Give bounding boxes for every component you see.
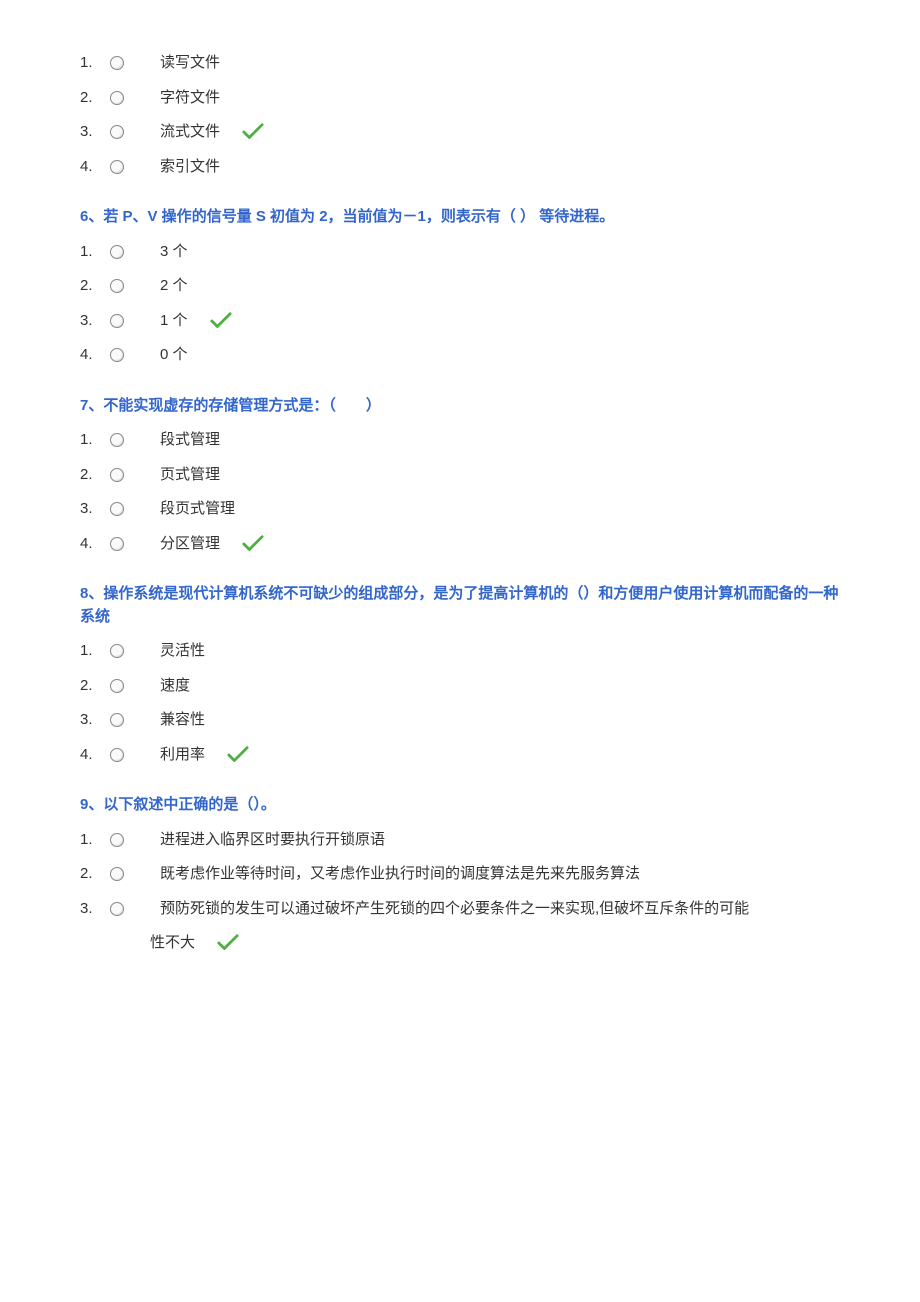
- option-row: 1. 灵活性: [80, 640, 840, 663]
- option-number: 1.: [80, 52, 104, 75]
- option-number: 1.: [80, 640, 104, 663]
- option-number: 3.: [80, 709, 104, 732]
- option-label: 预防死锁的发生可以通过破坏产生死锁的四个必要条件之一来实现,但破坏互斥条件的可能: [160, 898, 749, 921]
- radio-button[interactable]: [110, 125, 124, 139]
- option-label: 既考虑作业等待时间，又考虑作业执行时间的调度算法是先来先服务算法: [160, 863, 640, 886]
- option-number: 3.: [80, 310, 104, 333]
- radio-button[interactable]: [110, 679, 124, 693]
- option-row: 3. 预防死锁的发生可以通过破坏产生死锁的四个必要条件之一来实现,但破坏互斥条件的…: [80, 898, 840, 921]
- check-icon: [227, 744, 249, 767]
- option-number: 3.: [80, 121, 104, 144]
- option-row: 2. 速度: [80, 675, 840, 698]
- radio-button[interactable]: [110, 748, 124, 762]
- option-row: 3. 1 个: [80, 310, 840, 333]
- option-row: 4. 索引文件: [80, 156, 840, 179]
- option-row: 4. 利用率: [80, 744, 840, 767]
- radio-button[interactable]: [110, 91, 124, 105]
- radio-button[interactable]: [110, 245, 124, 259]
- radio-button[interactable]: [110, 56, 124, 70]
- option-number: 4.: [80, 744, 104, 767]
- option-row: 2. 既考虑作业等待时间，又考虑作业执行时间的调度算法是先来先服务算法: [80, 863, 840, 886]
- option-number: 2.: [80, 87, 104, 110]
- option-row: 3. 兼容性: [80, 709, 840, 732]
- radio-button[interactable]: [110, 502, 124, 516]
- option-row: 4. 分区管理: [80, 533, 840, 556]
- option-row: 1. 读写文件: [80, 52, 840, 75]
- option-number: 2.: [80, 863, 104, 886]
- radio-button[interactable]: [110, 468, 124, 482]
- radio-button[interactable]: [110, 644, 124, 658]
- option-row: 3. 流式文件: [80, 121, 840, 144]
- option-label-continuation: 性不大: [150, 932, 840, 955]
- radio-button[interactable]: [110, 160, 124, 174]
- option-label: 页式管理: [160, 464, 220, 487]
- option-row: 1. 3 个: [80, 241, 840, 264]
- option-row: 4. 0 个: [80, 344, 840, 367]
- option-row: 2. 字符文件: [80, 87, 840, 110]
- option-label: 段式管理: [160, 429, 220, 452]
- option-label: 兼容性: [160, 709, 205, 732]
- check-icon: [242, 121, 264, 144]
- question-title: 6、若 P、V 操作的信号量 S 初值为 2，当前值为－1，则表示有（ ） 等待…: [80, 206, 840, 229]
- option-row: 2. 2 个: [80, 275, 840, 298]
- radio-button[interactable]: [110, 867, 124, 881]
- option-number: 4.: [80, 344, 104, 367]
- option-number: 2.: [80, 275, 104, 298]
- check-icon: [242, 533, 264, 556]
- option-label: 字符文件: [160, 87, 220, 110]
- option-number: 3.: [80, 898, 104, 921]
- option-row: 1. 进程进入临界区时要执行开锁原语: [80, 829, 840, 852]
- option-number: 4.: [80, 533, 104, 556]
- option-label: 段页式管理: [160, 498, 235, 521]
- option-label: 流式文件: [160, 121, 220, 144]
- option-label: 3 个: [160, 241, 188, 264]
- radio-button[interactable]: [110, 433, 124, 447]
- option-label: 灵活性: [160, 640, 205, 663]
- option-number: 4.: [80, 156, 104, 179]
- option-label: 1 个: [160, 310, 188, 333]
- option-label: 读写文件: [160, 52, 220, 75]
- option-number: 1.: [80, 241, 104, 264]
- option-label-cont-text: 性不大: [150, 932, 195, 955]
- option-row: 2. 页式管理: [80, 464, 840, 487]
- option-number: 2.: [80, 675, 104, 698]
- question-title: 9、以下叙述中正确的是（）。: [80, 794, 840, 817]
- option-row: 3. 段页式管理: [80, 498, 840, 521]
- radio-button[interactable]: [110, 902, 124, 916]
- option-number: 1.: [80, 429, 104, 452]
- question-title: 8、操作系统是现代计算机系统不可缺少的组成部分，是为了提高计算机的（）和方便用户…: [80, 583, 840, 628]
- option-label: 索引文件: [160, 156, 220, 179]
- option-number: 2.: [80, 464, 104, 487]
- radio-button[interactable]: [110, 279, 124, 293]
- check-icon: [217, 932, 239, 955]
- option-label: 进程进入临界区时要执行开锁原语: [160, 829, 385, 852]
- option-number: 3.: [80, 498, 104, 521]
- radio-button[interactable]: [110, 713, 124, 727]
- option-label: 分区管理: [160, 533, 220, 556]
- option-label: 2 个: [160, 275, 188, 298]
- option-label: 速度: [160, 675, 190, 698]
- option-row: 1. 段式管理: [80, 429, 840, 452]
- radio-button[interactable]: [110, 833, 124, 847]
- radio-button[interactable]: [110, 537, 124, 551]
- question-title: 7、不能实现虚存的存储管理方式是：（ ）: [80, 395, 840, 418]
- option-label: 0 个: [160, 344, 188, 367]
- option-label: 利用率: [160, 744, 205, 767]
- radio-button[interactable]: [110, 314, 124, 328]
- radio-button[interactable]: [110, 348, 124, 362]
- check-icon: [210, 310, 232, 333]
- option-number: 1.: [80, 829, 104, 852]
